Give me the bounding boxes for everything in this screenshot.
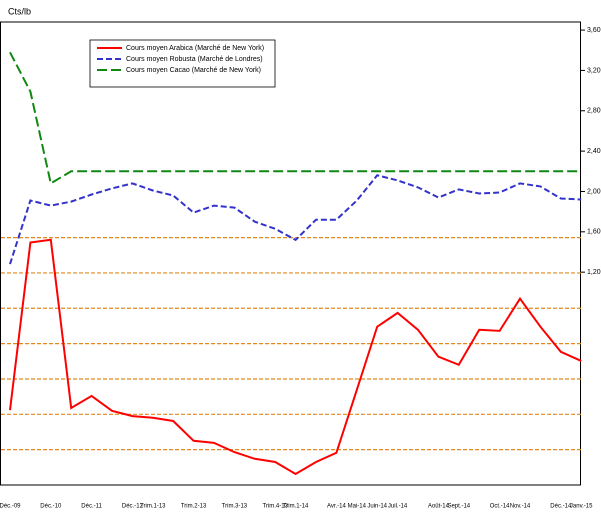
- series-line: [9, 238, 582, 476]
- plot-frame: [0, 21, 581, 486]
- x-tick-label: Oct.-14: [490, 504, 510, 510]
- x-tick-label: Trim.3-13: [222, 504, 248, 510]
- y2-tick-label: 1,60: [587, 229, 601, 236]
- legend-label: Cours moyen Robusta (Marché de Londres): [126, 56, 263, 63]
- y2-tick-label: 2,00: [587, 188, 601, 195]
- chart-title: Cts/lb: [8, 6, 31, 16]
- x-tick-label: Déc.-14: [550, 504, 572, 510]
- x-tick-label: Déc.-12: [122, 504, 144, 510]
- x-tick-label: Trim.4-13: [262, 504, 288, 510]
- legend-label: Cours moyen Cacao (Marché de New York): [126, 67, 261, 74]
- x-tick-label: Juin-14: [367, 504, 387, 510]
- y2-tick-label: 3,60: [587, 27, 601, 34]
- legend-label: Cours moyen Arabica (Marché de New York): [126, 45, 264, 52]
- x-tick-label: Janv.-15: [570, 504, 593, 510]
- x-tick-label: Déc.-09: [0, 504, 21, 510]
- y2-tick-label: 1,20: [587, 269, 601, 276]
- x-tick-label: Trim.2-13: [181, 504, 207, 510]
- x-tick-label: Déc.-10: [40, 504, 62, 510]
- x-tick-label: Déc.-11: [81, 504, 102, 510]
- y2-tick-label: 2,80: [587, 108, 601, 115]
- x-tick-label: Nov.-14: [510, 504, 531, 510]
- series-line: [9, 174, 582, 265]
- x-tick-label: Trim.1-14: [283, 504, 309, 510]
- y2-tick-label: 3,20: [587, 67, 601, 74]
- series-line: [9, 51, 582, 185]
- x-tick-label: Avr.-14: [327, 504, 347, 510]
- x-tick-label: Mai-14: [348, 504, 367, 510]
- x-tick-label: Juil.-14: [388, 504, 408, 510]
- y2-tick-label: 2,40: [587, 148, 601, 155]
- x-tick-label: Trim.1-13: [140, 504, 166, 510]
- x-tick-label: Sept.-14: [447, 504, 470, 510]
- x-tick-label: Août-14: [428, 504, 450, 510]
